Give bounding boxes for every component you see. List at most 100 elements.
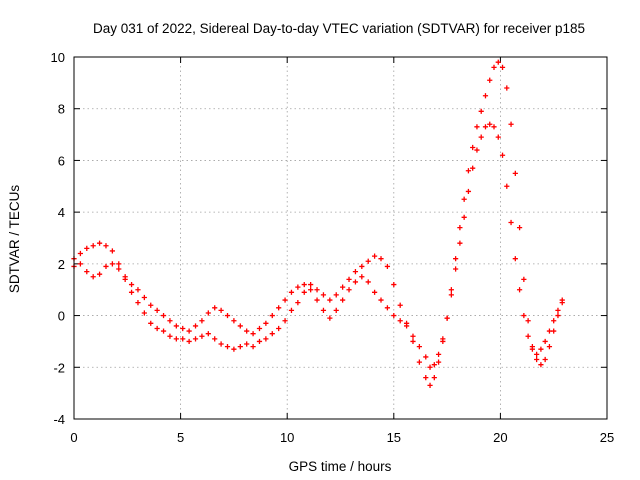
data-point-marker — [529, 346, 535, 352]
data-point-marker — [410, 338, 416, 345]
data-point-marker — [403, 323, 410, 329]
data-point-marker — [128, 289, 135, 295]
data-point-marker — [538, 346, 544, 352]
data-point-marker — [474, 147, 480, 153]
data-point-marker — [141, 310, 147, 316]
chart-title: Day 031 of 2022, Sidereal Day-to-day VTE… — [93, 21, 585, 36]
data-point-marker — [237, 323, 243, 329]
y-tick-label: 2 — [58, 257, 65, 272]
data-point-marker — [397, 318, 403, 324]
plot-frame — [73, 56, 608, 420]
y-axis-label: SDTVAR / TECUs — [7, 185, 22, 294]
data-point-marker — [340, 284, 346, 290]
data-point-marker — [435, 359, 442, 365]
data-point-marker — [218, 307, 224, 313]
data-point-marker — [263, 336, 269, 342]
data-point-marker — [327, 315, 333, 321]
data-point-marker — [250, 331, 256, 337]
data-point-marker — [205, 310, 211, 316]
data-point-marker — [327, 297, 333, 303]
x-axis-label: GPS time / hours — [289, 459, 392, 474]
data-point-marker — [397, 302, 403, 308]
grid — [74, 57, 607, 419]
data-point-marker — [465, 168, 472, 174]
data-point-marker — [457, 240, 463, 246]
data-point-marker — [199, 318, 205, 324]
y-tick-label: -4 — [53, 412, 65, 427]
data-point-marker — [116, 266, 122, 272]
data-point-marker — [423, 375, 429, 381]
data-point-marker — [423, 354, 429, 360]
data-point-marker — [504, 85, 510, 91]
data-point-marker — [263, 320, 269, 326]
y-tick-label: 4 — [58, 205, 65, 220]
data-point-marker — [487, 121, 493, 127]
data-point-marker — [378, 256, 384, 262]
data-point-marker — [346, 287, 352, 293]
data-point-marker — [244, 341, 250, 347]
data-point-marker — [340, 297, 346, 303]
data-point-marker — [269, 312, 275, 319]
data-point-marker — [372, 253, 378, 259]
series-track-b — [71, 121, 565, 370]
data-point-marker — [77, 250, 83, 257]
x-tick-label: 10 — [280, 430, 294, 445]
data-point-marker — [282, 297, 288, 303]
data-point-marker — [295, 300, 301, 306]
data-point-marker — [359, 263, 365, 270]
data-point-marker — [180, 325, 186, 332]
data-point-marker — [504, 183, 510, 189]
data-point-marker — [384, 305, 391, 311]
data-point-marker — [173, 336, 179, 342]
data-point-marker — [77, 261, 83, 267]
data-point-marker — [269, 331, 275, 337]
y-tick-label: 6 — [58, 153, 65, 168]
data-point-marker — [427, 364, 433, 370]
data-point-marker — [551, 318, 557, 324]
data-point-marker — [461, 214, 467, 220]
data-point-marker — [546, 344, 553, 350]
series-track-a — [71, 59, 565, 388]
x-tick-label: 20 — [493, 430, 507, 445]
data-point-marker — [474, 124, 480, 130]
data-point-marker — [154, 307, 160, 313]
data-point-marker — [499, 64, 506, 70]
data-point-marker — [478, 108, 484, 114]
data-point-marker — [212, 336, 218, 342]
data-point-marker — [555, 312, 561, 319]
y-tick-label: 10 — [51, 50, 65, 65]
data-point-marker — [391, 312, 397, 319]
data-point-marker — [301, 289, 307, 295]
data-point-marker — [508, 219, 514, 226]
data-point-marker — [256, 338, 263, 345]
data-point-marker — [534, 351, 540, 357]
data-point-marker — [453, 266, 459, 272]
data-point-marker — [244, 328, 250, 334]
data-point-marker — [231, 346, 237, 352]
data-point-marker — [224, 312, 231, 319]
data-point-marker — [135, 300, 141, 306]
data-point-marker — [320, 307, 327, 313]
data-point-marker — [116, 261, 122, 267]
data-point-marker — [314, 287, 320, 293]
data-point-marker — [96, 271, 103, 277]
data-point-marker — [516, 225, 523, 231]
data-point-marker — [440, 336, 446, 342]
data-point-marker — [333, 307, 339, 313]
data-point-marker — [192, 323, 199, 329]
data-point-marker — [372, 289, 378, 295]
data-point-marker — [276, 305, 282, 311]
data-point-marker — [546, 328, 553, 334]
y-tick-label: 8 — [58, 102, 65, 117]
data-point-marker — [482, 93, 489, 99]
data-point-marker — [212, 305, 218, 311]
data-point-marker — [512, 256, 518, 262]
data-point-marker — [96, 240, 103, 246]
data-point-marker — [431, 362, 437, 368]
data-point-marker — [103, 243, 109, 249]
data-point-marker — [516, 287, 523, 293]
data-point-marker — [109, 248, 115, 254]
data-point-marker — [448, 287, 454, 293]
data-point-marker — [352, 269, 359, 275]
